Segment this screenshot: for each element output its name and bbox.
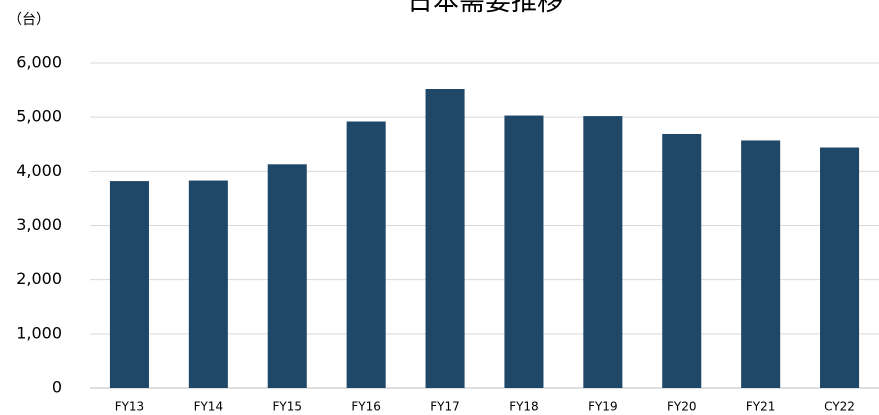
y-tick-label: 4,000 [16,161,62,180]
x-tick-label: FY17 [430,400,460,414]
x-tick-label: FY13 [115,400,145,414]
chart-title: 日本需要推移 [407,0,563,17]
x-tick-label: FY20 [667,400,697,414]
y-tick-label: 3,000 [16,215,62,234]
bar-fy13 [109,181,149,388]
y-tick-label: 5,000 [16,107,62,126]
x-tick-label: FY16 [351,400,381,414]
x-axis-ticks: FY13 FY14 FY15 FY16 FY17 FY18 FY19 FY20 FY21 CY22 [115,400,855,414]
bar-fy16 [346,121,386,388]
bar-fy21 [741,140,781,388]
y-unit-label: （台） [8,12,50,28]
x-tick-label: FY18 [509,400,539,414]
y-tick-label: 0 [52,378,62,397]
y-tick-label: 2,000 [16,269,62,288]
bar-fy20 [662,133,702,388]
x-tick-label: FY21 [746,400,776,414]
y-axis-ticks: 0 1,000 2,000 3,000 4,000 5,000 6,000 [16,53,62,397]
y-tick-label: 6,000 [16,53,62,72]
x-tick-label: FY15 [272,400,302,414]
bar-cy22 [820,147,860,388]
bar-fy17 [425,89,465,388]
bar-fy15 [267,164,307,388]
bars [109,89,860,389]
bar-fy19 [583,116,623,388]
bar-fy18 [504,115,544,389]
x-tick-label: FY14 [194,400,224,414]
bar-fy14 [188,180,228,388]
x-tick-label: FY19 [588,400,618,414]
x-tick-label: CY22 [824,400,855,414]
y-tick-label: 1,000 [16,323,62,342]
